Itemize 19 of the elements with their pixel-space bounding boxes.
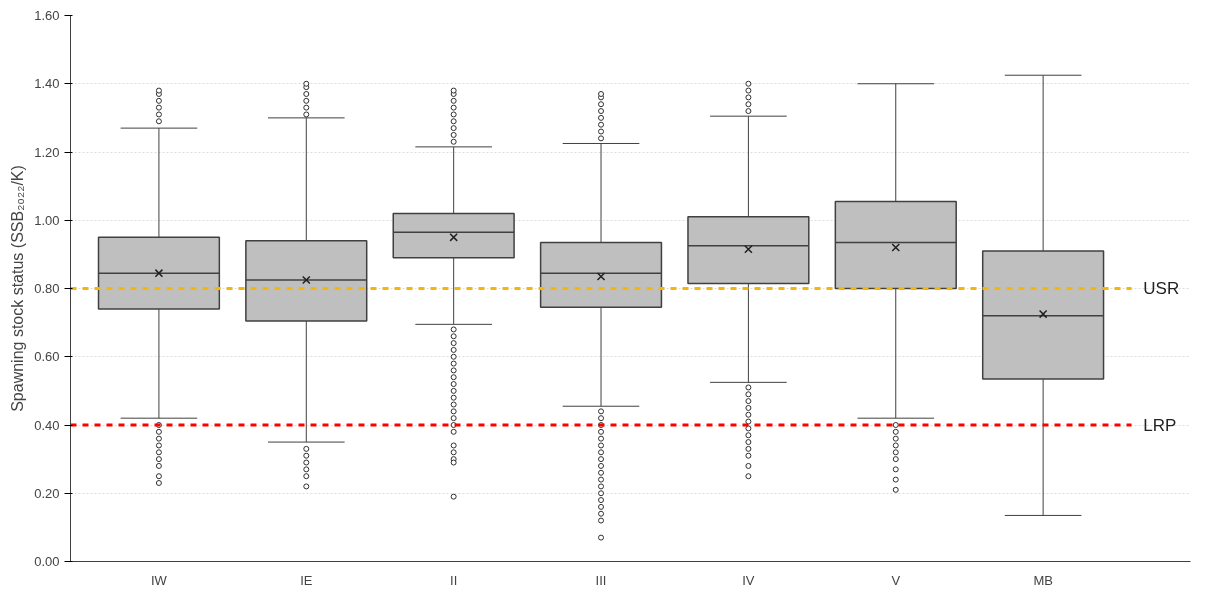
y-tick-label: 0.40 bbox=[34, 417, 60, 433]
x-tick-label: MB bbox=[1033, 572, 1053, 588]
x-tick-label: IW bbox=[150, 572, 168, 588]
x-tick-label: IE bbox=[300, 572, 313, 588]
y-axis-title: Spawning stock status (SSB₂₀₂₂/K) bbox=[9, 165, 27, 412]
y-tick-label: 1.60 bbox=[34, 8, 60, 23]
x-tick-label: V bbox=[891, 572, 901, 588]
x-tick-label: II bbox=[450, 572, 458, 588]
y-tick-label: 0.00 bbox=[34, 554, 60, 569]
x-tick-label: III bbox=[595, 572, 607, 588]
y-tick-label: 1.20 bbox=[34, 144, 60, 160]
ref-line-label: USR bbox=[1143, 279, 1180, 298]
y-tick-label: 1.00 bbox=[34, 212, 60, 228]
y-tick-label: 0.80 bbox=[34, 281, 60, 296]
x-tick-label: IV bbox=[742, 572, 755, 588]
y-tick-label: 1.40 bbox=[34, 76, 60, 92]
y-tick-label: 0.20 bbox=[34, 485, 60, 501]
ref-line-label: LRP bbox=[1143, 415, 1177, 435]
y-tick-label: 0.60 bbox=[34, 349, 60, 365]
